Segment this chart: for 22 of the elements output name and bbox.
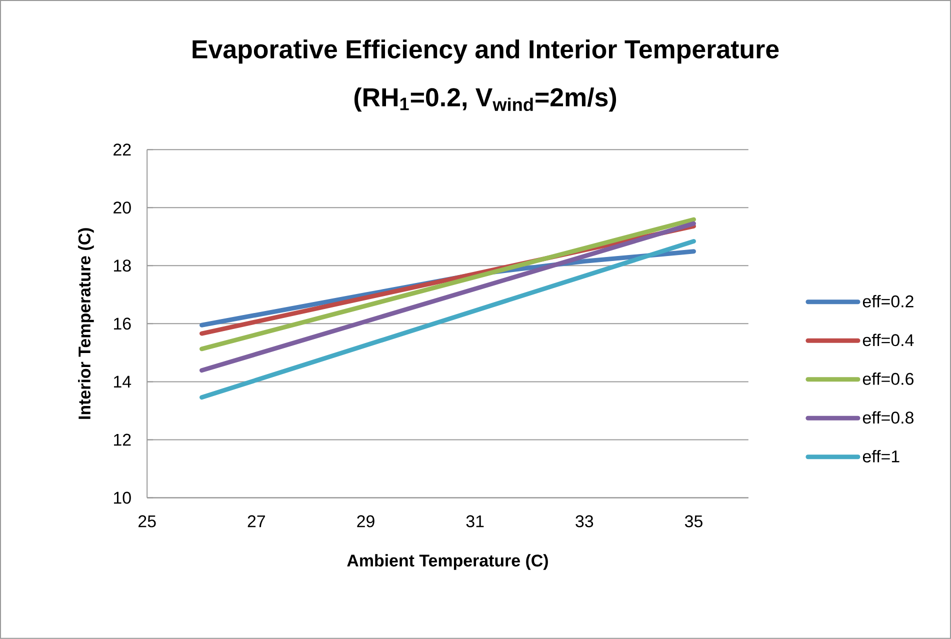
chart-subtitle: (RH$_{1}$=0.2, V$_{wind}$=2m/s) — [354, 88, 616, 112]
legend-label: eff=0.4 — [862, 334, 914, 346]
x-tick-label: 25 — [138, 515, 156, 528]
y-tick-label: 22 — [114, 144, 131, 156]
x-tick-label: 33 — [576, 515, 594, 528]
y-tick-label: 12 — [114, 434, 131, 446]
x-tick-label: 27 — [248, 515, 265, 528]
y-tick-label: 18 — [114, 260, 131, 272]
x-axis-title: Ambient Temperature (C) — [347, 554, 548, 570]
y-axis-title: Interior Temperature (C) — [78, 228, 94, 419]
legend-label: eff=0.6 — [862, 372, 914, 386]
y-tick-label: 10 — [114, 492, 131, 504]
legend-label: eff=0.8 — [862, 411, 914, 424]
x-tick-label: 35 — [684, 515, 702, 528]
legend-label: eff=1 — [862, 450, 900, 463]
x-tick-label: 29 — [357, 515, 374, 528]
chart-title: Evaporative Efficiency and Interior Temperature — [192, 40, 779, 64]
y-tick-label: 16 — [114, 318, 131, 330]
y-tick-label: 20 — [114, 202, 131, 214]
legend-label: eff=0.2 — [862, 295, 914, 308]
x-tick-label: 31 — [466, 515, 484, 528]
y-tick-label: 14 — [114, 376, 132, 388]
